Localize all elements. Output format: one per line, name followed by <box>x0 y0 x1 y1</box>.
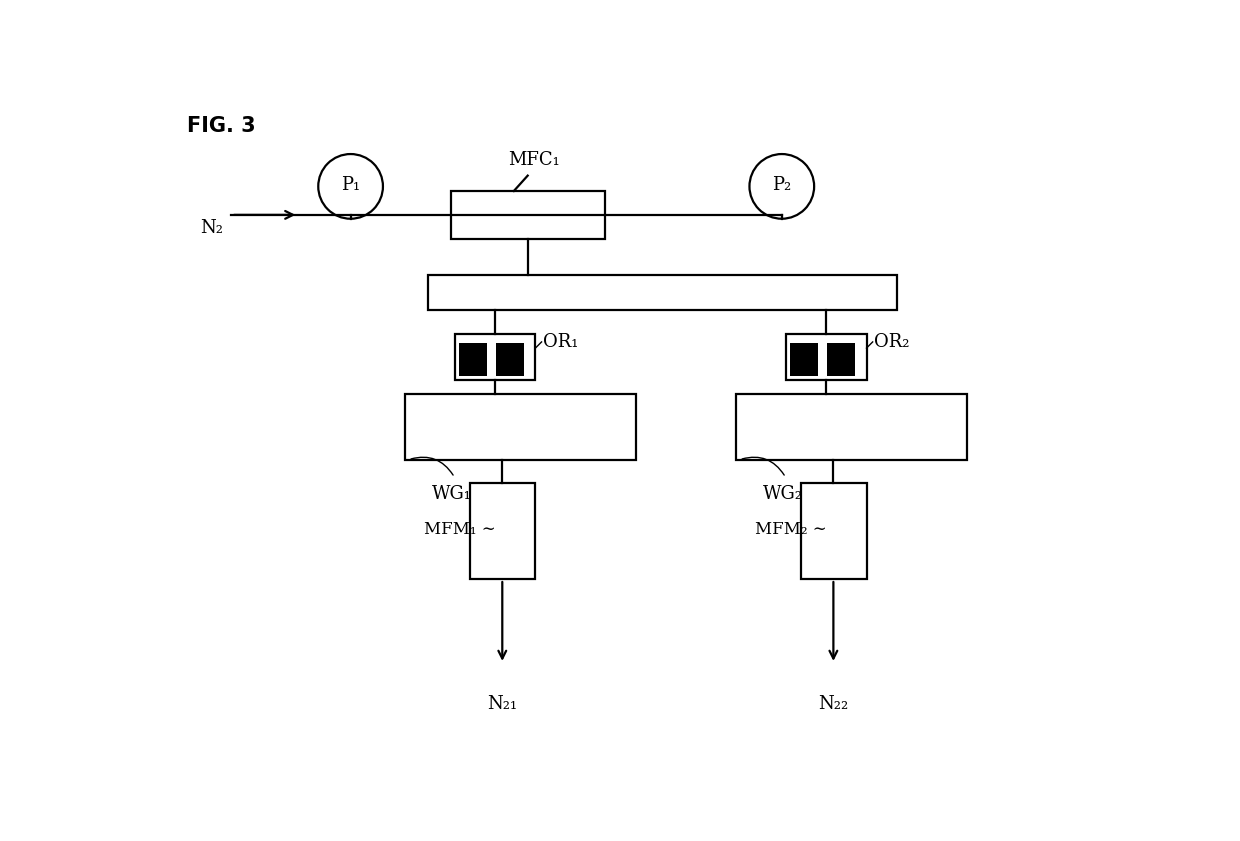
Bar <box>735 394 967 460</box>
Bar <box>801 483 867 579</box>
Text: P₂: P₂ <box>773 176 791 193</box>
Bar <box>496 343 523 376</box>
Text: MFC₁: MFC₁ <box>508 151 560 169</box>
Bar <box>827 343 854 376</box>
Bar <box>455 334 536 380</box>
Text: MFM₂ ∼: MFM₂ ∼ <box>755 521 827 537</box>
Text: N₂₁: N₂₁ <box>487 695 517 712</box>
Text: OR₁: OR₁ <box>543 333 579 351</box>
Text: OR₂: OR₂ <box>874 333 910 351</box>
Bar <box>428 275 898 309</box>
Text: FIG. 3: FIG. 3 <box>187 115 255 135</box>
Text: P₁: P₁ <box>341 176 360 193</box>
Bar <box>459 343 487 376</box>
Bar <box>404 394 635 460</box>
Text: MFM₁ ∼: MFM₁ ∼ <box>424 521 495 537</box>
Text: WG₂: WG₂ <box>763 485 802 503</box>
Bar <box>790 343 818 376</box>
Bar <box>450 191 605 239</box>
Bar <box>470 483 536 579</box>
Text: WG₁: WG₁ <box>432 485 471 503</box>
Bar <box>786 334 867 380</box>
Text: N₂₂: N₂₂ <box>818 695 848 712</box>
Text: N₂: N₂ <box>201 219 223 236</box>
